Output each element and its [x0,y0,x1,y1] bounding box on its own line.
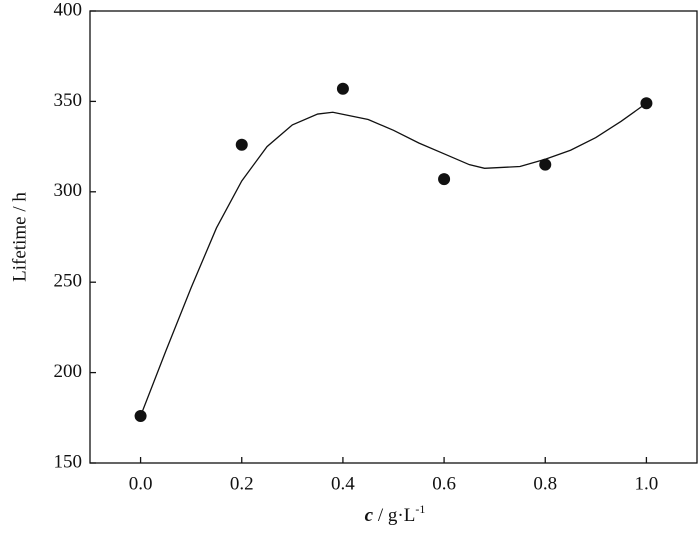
x-tick-label: 0.8 [533,473,557,494]
x-axis-unit: / g·L [373,505,415,526]
x-tick-label: 0.4 [331,473,355,494]
data-point [438,173,451,186]
x-axis-sup: -1 [415,502,425,516]
x-axis-symbol: c [365,505,374,526]
y-tick-label: 300 [54,180,83,201]
fit-curve [139,102,647,417]
x-tick-label: 0.0 [129,473,153,494]
y-tick-label: 200 [54,361,83,382]
y-tick-label: 250 [54,271,83,292]
y-axis-label: Lifetime / h [9,192,30,282]
x-tick-label: 0.6 [432,473,456,494]
x-tick-label: 0.2 [230,473,254,494]
y-tick-label: 400 [54,0,83,20]
y-tick-label: 350 [54,90,83,111]
x-tick-label: 1.0 [635,473,659,494]
data-point [235,138,248,151]
data-point [336,82,349,95]
data-point [539,158,552,171]
y-tick-label: 150 [54,451,83,472]
plot-frame [89,10,698,464]
x-axis-label: c / g·L-1 [365,502,426,527]
